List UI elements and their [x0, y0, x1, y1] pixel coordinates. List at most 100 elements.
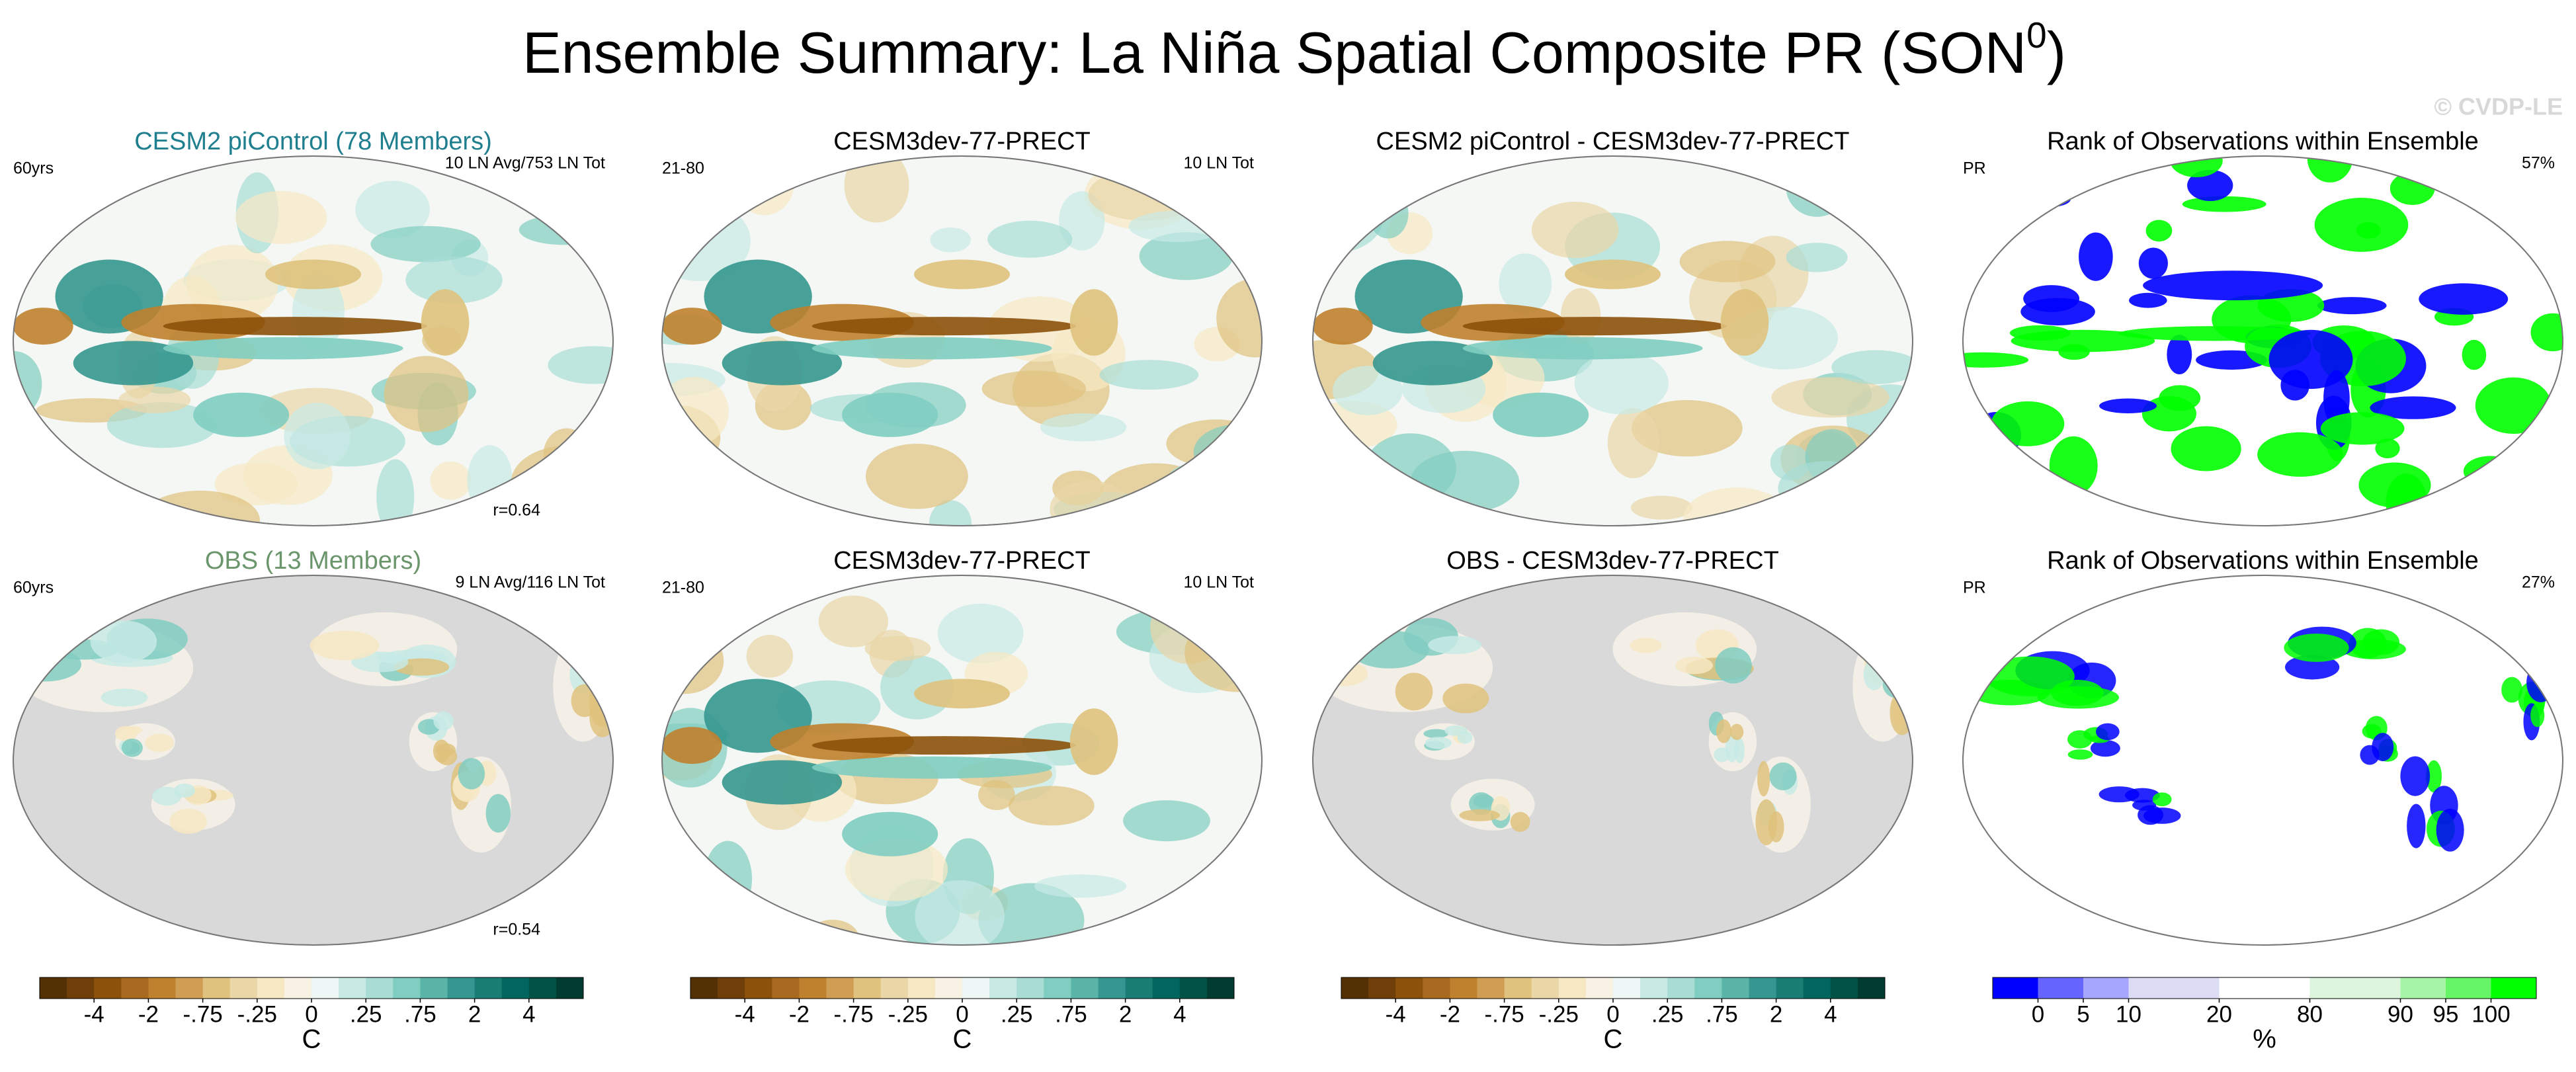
- map-pattern: [2129, 292, 2167, 308]
- title-main: Ensemble Summary: La Niña Spatial Compos…: [522, 20, 2026, 85]
- colorbar-box: [1206, 977, 1235, 999]
- map-pattern: [1630, 638, 1663, 653]
- map-pattern: [937, 603, 1024, 664]
- panel-title: CESM2 piControl - CESM3dev-77-PRECT: [1376, 128, 1850, 155]
- colorbar-unit: C: [302, 1025, 321, 1054]
- colorbar-tick-label: 80: [2297, 1001, 2323, 1027]
- map-pattern: [1368, 188, 1409, 239]
- colorbar-box: [2219, 977, 2310, 999]
- map-pattern: [2426, 760, 2442, 793]
- colorbar-box: [420, 977, 448, 999]
- colorbar-tick-label: -.75: [833, 1001, 873, 1027]
- map-border: [661, 155, 1263, 526]
- colorbar-box: [447, 977, 476, 999]
- colorbar-box: [1450, 977, 1477, 999]
- map-pattern: [1467, 509, 1507, 526]
- map-pattern: [1768, 811, 1784, 843]
- map-pattern: [485, 794, 511, 833]
- map-pattern: [930, 227, 971, 253]
- colorbar-box: [2038, 977, 2084, 999]
- map-pattern: [1040, 413, 1127, 442]
- colorbar-box: [799, 977, 827, 999]
- map-pattern: [2375, 438, 2400, 459]
- map-pattern: [2360, 745, 2380, 765]
- map-pattern: [2143, 270, 2323, 301]
- colorbar-box: [745, 977, 772, 999]
- colorbar-box: [1179, 977, 1208, 999]
- map: [1963, 575, 2563, 945]
- watermark: © CVDP-LE: [2434, 93, 2563, 120]
- colorbar-tick-label: -4: [84, 1001, 104, 1027]
- map-pattern: [1786, 158, 1848, 217]
- map-pattern: [1166, 419, 1262, 468]
- colorbar-tick-label: .75: [1706, 1001, 1738, 1027]
- colorbar-box: [1125, 977, 1153, 999]
- map-pattern: [2145, 220, 2173, 242]
- map-pattern: [1734, 737, 1745, 764]
- map-pattern: [2349, 628, 2387, 659]
- colorbar-tick-label: -2: [138, 1001, 159, 1027]
- colorbar-box: [772, 977, 800, 999]
- map-pattern: [1964, 454, 1996, 480]
- panel-title: CESM3dev-77-PRECT: [833, 128, 1091, 155]
- map-pattern: [722, 760, 843, 805]
- map-pattern: [2317, 297, 2387, 315]
- map-pattern: [214, 462, 298, 506]
- map-pattern: [2138, 805, 2163, 825]
- panel-left-label: PR: [1963, 159, 1986, 178]
- map-pattern: [511, 188, 589, 212]
- map-pattern: [1473, 794, 1495, 808]
- colorbar-box: [1803, 977, 1831, 999]
- map-pattern: [929, 500, 972, 526]
- map-pattern: [2356, 222, 2381, 239]
- map-pattern: [1963, 352, 2029, 368]
- title-sup: 0: [2026, 15, 2047, 56]
- map-border: [1962, 155, 2563, 526]
- colorbar-box: [1993, 977, 2038, 999]
- colorbar-box: [1368, 977, 1396, 999]
- panel-left-label: 60yrs: [13, 579, 54, 597]
- map-pattern: [1395, 673, 1433, 711]
- colorbar-tick-label: .25: [1001, 1001, 1033, 1027]
- colorbar-box: [1558, 977, 1587, 999]
- colorbar-box: [1044, 977, 1071, 999]
- map-pattern: [1099, 360, 1199, 390]
- panel-left-label: 21-80: [662, 579, 704, 597]
- map-pattern: [842, 392, 938, 437]
- colorbar-box: [826, 977, 854, 999]
- map-pattern: [2473, 479, 2530, 526]
- map-pattern: [2436, 808, 2464, 852]
- map-pattern: [1965, 178, 1997, 194]
- map-pattern: [2011, 329, 2155, 352]
- map-pattern: [123, 726, 143, 735]
- colorbar-tick-label: 4: [1173, 1001, 1186, 1027]
- colorbar-frame: [1992, 977, 2537, 999]
- map-pattern: [1499, 253, 1552, 314]
- map-pattern: [2463, 456, 2517, 487]
- map-pattern: [866, 443, 968, 509]
- map-pattern: [913, 259, 1011, 290]
- colorbar-box: [1722, 977, 1749, 999]
- map-pattern: [2067, 730, 2093, 749]
- colorbar-box: [1667, 977, 1695, 999]
- colorbar-box: [501, 977, 530, 999]
- map-pattern: [1184, 613, 1262, 692]
- map-pattern: [433, 711, 454, 731]
- map: [662, 156, 1262, 526]
- map-pattern: [13, 308, 73, 345]
- panel-title: Rank of Observations within Ensemble: [2047, 547, 2479, 575]
- map-pattern: [235, 190, 327, 244]
- panel-correlation: r=0.54: [493, 921, 540, 939]
- panel-right-label: 10 LN Tot: [1183, 154, 1254, 173]
- map-pattern: [2530, 704, 2545, 727]
- map-pattern: [1510, 811, 1530, 832]
- colorbar-box: [1341, 977, 1369, 999]
- map-border: [1312, 155, 1913, 526]
- panel-right-label: 27%: [2522, 573, 2555, 592]
- colorbar-box: [1098, 977, 1126, 999]
- map-pattern: [187, 245, 278, 322]
- map-pattern: [1123, 800, 1210, 842]
- map-pattern: [2284, 634, 2349, 662]
- map-pattern: [1313, 186, 1383, 254]
